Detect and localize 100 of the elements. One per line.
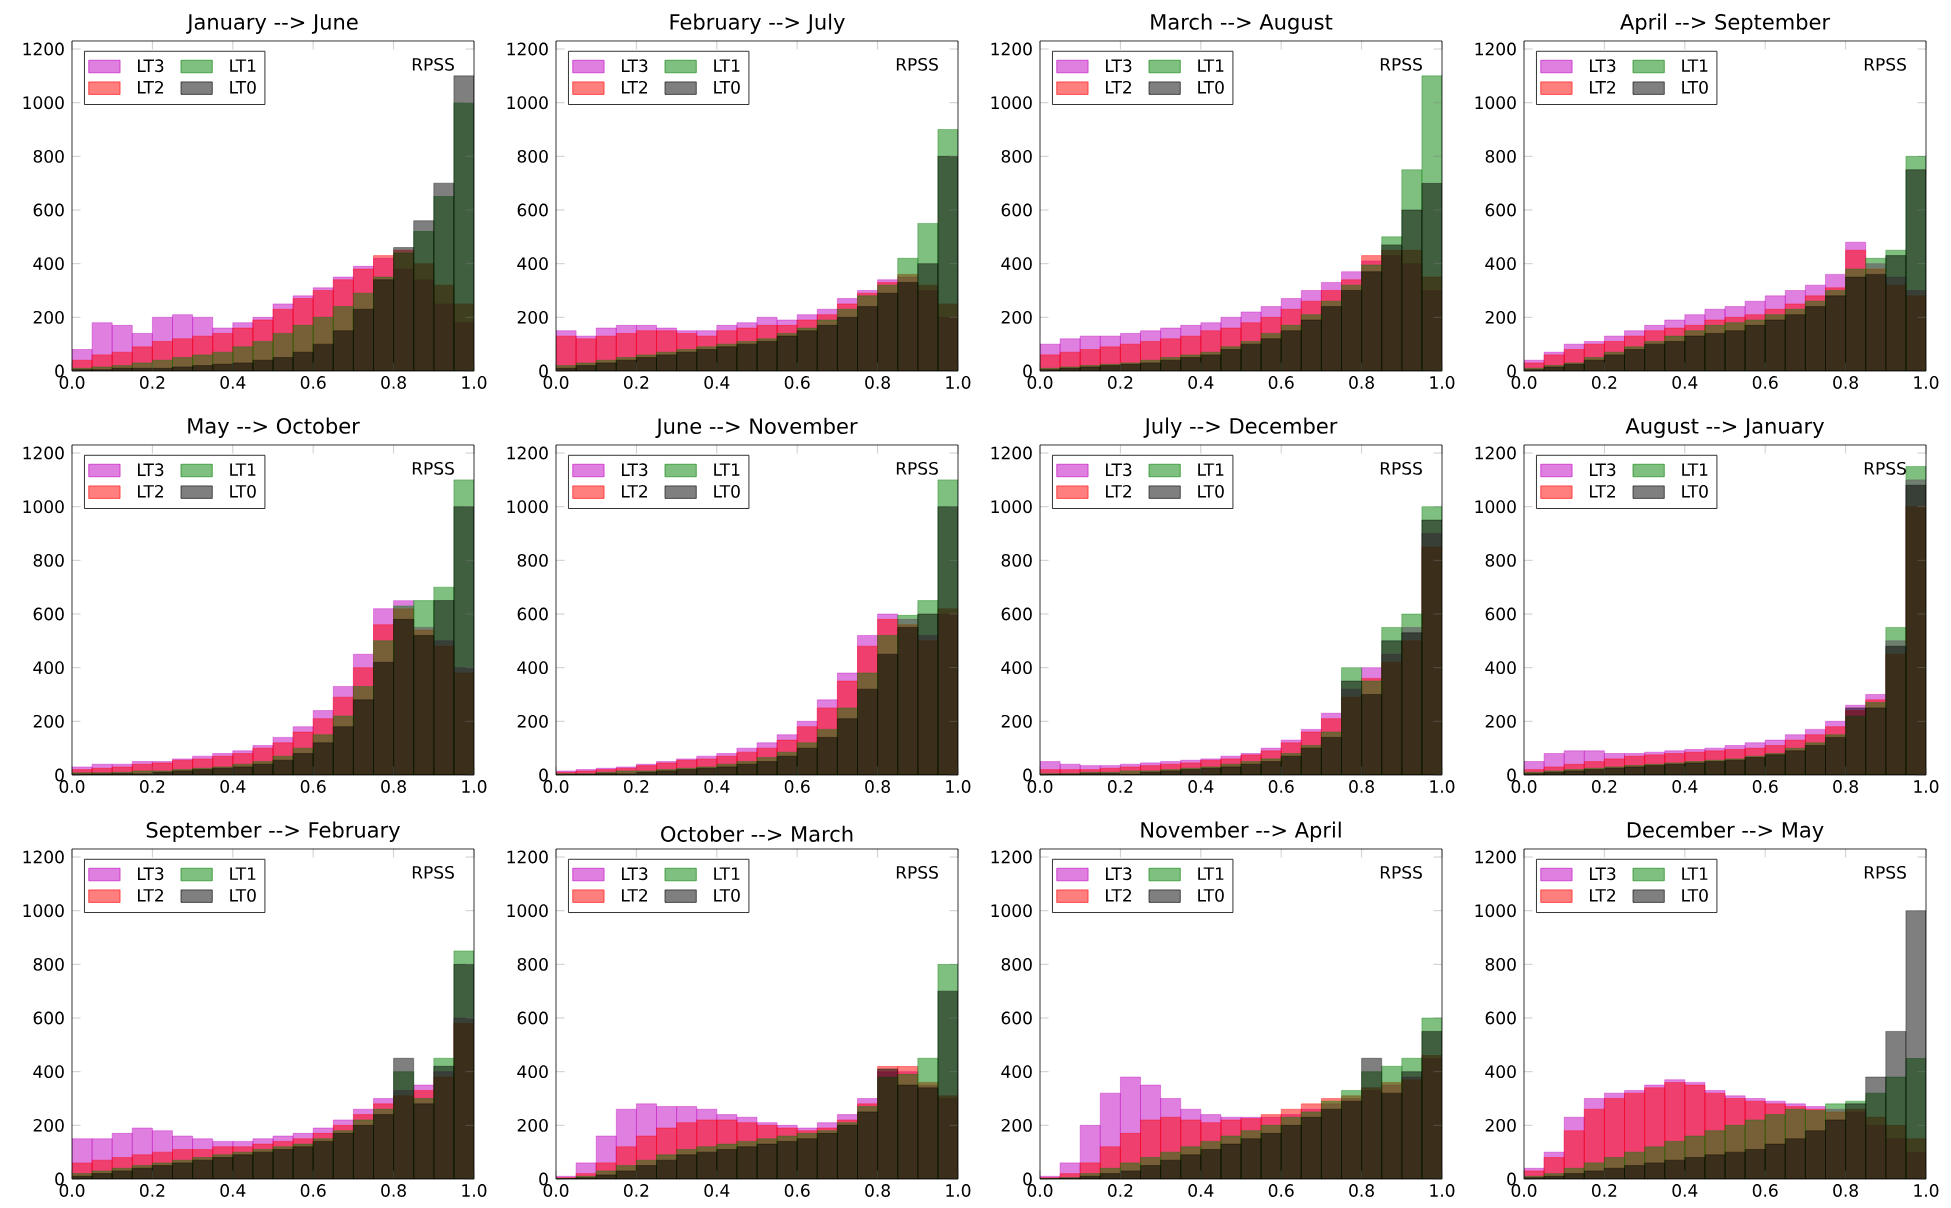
y-tick-label: 1000: [991, 500, 1032, 514]
x-tick-label: 0.8: [1833, 1184, 1858, 1197]
legend-label: LT2: [1590, 80, 1616, 94]
y-tick-label: 400: [1485, 661, 1516, 675]
x-tick-label: 0.4: [220, 1184, 246, 1197]
legend-label: LT3: [1590, 463, 1616, 477]
y-tick-label: 1200: [23, 42, 64, 56]
y-tick-label: 800: [33, 957, 64, 971]
y-tick-label: 1000: [507, 904, 548, 918]
x-tick-label: 0.0: [59, 376, 85, 389]
legend-label: LT1: [1198, 867, 1224, 880]
y-tick-label: 600: [1001, 1011, 1032, 1025]
x-tick-label: 0.0: [543, 780, 569, 793]
legend-label: LT0: [1682, 484, 1708, 498]
legend-label: LT3: [138, 463, 164, 477]
x-tick-label: 0.6: [1268, 1184, 1294, 1197]
legend-label: LT0: [1198, 80, 1224, 94]
x-tick-label: 0.4: [704, 376, 730, 389]
y-tick-label: 200: [1001, 714, 1032, 728]
legend-label: LT2: [138, 888, 164, 902]
y-tick-label: 200: [1485, 714, 1516, 728]
legend-label: LT1: [1682, 463, 1708, 476]
legend-label: LT1: [714, 867, 740, 880]
y-tick-label: 1200: [1475, 850, 1516, 864]
x-tick-label: 0.2: [1108, 780, 1133, 793]
y-tick-label: 400: [517, 1065, 548, 1079]
legend-label: LT2: [1106, 80, 1132, 94]
y-tick-label: 0: [539, 1172, 548, 1186]
y-tick-label: 400: [1001, 257, 1032, 271]
legend-label: LT0: [1682, 888, 1708, 902]
x-tick-label: 0.2: [140, 376, 165, 389]
legend-label: LT0: [230, 888, 256, 902]
y-tick-label: 1200: [1475, 42, 1516, 56]
x-tick-label: 0.2: [140, 1184, 165, 1197]
y-tick-label: 800: [33, 553, 64, 567]
y-tick-label: 1000: [1475, 904, 1516, 918]
y-tick-label: 0: [55, 1172, 64, 1186]
x-tick-label: 0.4: [1672, 1184, 1698, 1197]
x-tick-label: 0.2: [1108, 376, 1133, 389]
x-tick-label: 0.8: [865, 1184, 890, 1197]
y-tick-label: 1000: [991, 96, 1032, 110]
x-tick-label: 0.8: [381, 376, 406, 389]
x-tick-label: 0.0: [1511, 1184, 1537, 1197]
y-tick-label: 1200: [991, 42, 1032, 56]
annotation: RPSS: [896, 461, 938, 475]
y-tick-label: 800: [1485, 553, 1516, 567]
legend-label: LT2: [138, 484, 164, 498]
x-tick-label: 1.0: [1430, 780, 1455, 793]
y-tick-label: 1200: [23, 850, 64, 864]
y-tick-label: 1200: [507, 850, 548, 864]
legend-label: LT2: [622, 888, 648, 902]
legend-label: LT0: [714, 888, 740, 902]
x-tick-label: 0.2: [624, 376, 649, 389]
x-tick-label: 1.0: [1914, 780, 1939, 793]
legend-label: LT2: [1106, 484, 1132, 498]
y-tick-label: 0: [1507, 1172, 1516, 1186]
y-tick-label: 0: [55, 364, 64, 378]
x-tick-label: 0.2: [624, 780, 649, 793]
y-tick-label: 600: [517, 607, 548, 621]
x-tick-label: 0.8: [1833, 376, 1858, 389]
y-tick-label: 600: [517, 1011, 548, 1025]
chart-title: January --> June: [186, 14, 358, 34]
legend-label: LT3: [622, 867, 648, 881]
x-tick-label: 0.0: [1027, 780, 1053, 793]
legend-label: LT1: [1682, 59, 1708, 72]
legend-label: LT1: [1198, 463, 1224, 476]
y-tick-label: 600: [33, 607, 64, 621]
y-tick-label: 400: [517, 257, 548, 271]
x-tick-label: 0.8: [1349, 376, 1374, 389]
x-tick-label: 0.6: [1752, 1184, 1778, 1197]
y-tick-label: 600: [1485, 607, 1516, 621]
x-tick-label: 0.4: [1672, 780, 1698, 793]
legend-label: LT1: [714, 463, 740, 476]
chart-title: February --> July: [670, 13, 845, 34]
y-tick-label: 200: [517, 1118, 548, 1132]
x-tick-label: 0.2: [1592, 780, 1617, 793]
y-tick-label: 0: [55, 768, 64, 782]
y-tick-label: 800: [1001, 957, 1032, 971]
legend-label: LT1: [1198, 59, 1224, 72]
chart-title: July --> December: [1143, 417, 1338, 438]
legend-label: LT3: [1590, 867, 1616, 881]
y-tick-label: 1200: [507, 446, 548, 460]
y-tick-label: 400: [33, 257, 64, 271]
annotation: RPSS: [1380, 461, 1422, 475]
x-tick-label: 0.8: [1349, 1184, 1374, 1197]
x-tick-label: 0.6: [300, 376, 326, 389]
annotation: RPSS: [412, 865, 454, 879]
x-tick-label: 0.6: [1268, 780, 1294, 793]
y-tick-label: 1000: [23, 904, 64, 918]
y-tick-label: 200: [33, 310, 64, 324]
chart-title: March --> August: [1151, 13, 1333, 34]
chart-title: November --> April: [1141, 821, 1341, 842]
y-tick-label: 200: [517, 714, 548, 728]
y-tick-label: 200: [1485, 310, 1516, 324]
annotation: RPSS: [412, 461, 454, 475]
y-tick-label: 600: [33, 1011, 64, 1025]
legend-label: LT1: [230, 867, 256, 880]
x-tick-label: 1.0: [1430, 376, 1455, 389]
x-tick-label: 0.6: [1752, 780, 1778, 793]
x-tick-label: 0.8: [865, 780, 890, 793]
